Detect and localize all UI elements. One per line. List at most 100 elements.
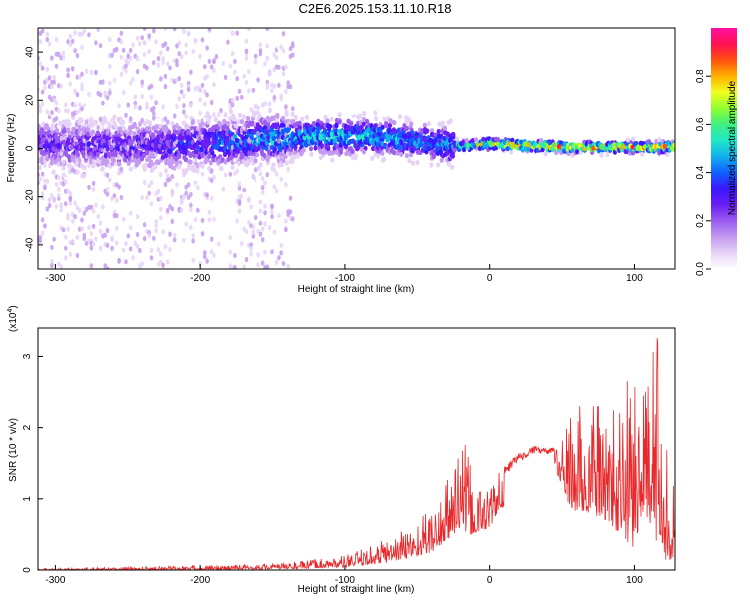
spectrogram-cell xyxy=(135,35,140,41)
spectrogram-cell xyxy=(233,58,237,65)
spectrogram-cell xyxy=(397,114,403,120)
spectrogram-cell xyxy=(68,200,73,206)
spectrogram-cell xyxy=(105,187,110,193)
spectrogram-cell xyxy=(247,220,251,226)
spectrogram-cell xyxy=(640,151,645,157)
spectrogram-cell xyxy=(110,245,114,251)
spectrogram-cell xyxy=(110,104,115,110)
spectrogram-cell xyxy=(175,182,179,188)
spectrogram-cell xyxy=(145,133,149,139)
spectrogram-cell xyxy=(281,31,286,37)
spectrogram-cell xyxy=(208,160,213,166)
spectrogram-cell xyxy=(163,244,168,250)
spectrogram-cell xyxy=(272,167,277,173)
spectrogram-cell xyxy=(265,55,270,62)
spectrogram-cell xyxy=(77,102,82,108)
colorbar: 0.0 0.2 0.4 0.6 0.8 Normalized spectral ampl… xyxy=(695,28,738,276)
spectrogram-cell xyxy=(284,104,288,110)
spectrogram-cell xyxy=(348,121,354,127)
spectrogram-cell xyxy=(230,51,235,57)
spectrogram-cell xyxy=(407,158,412,164)
spectrogram-cell xyxy=(165,119,170,125)
spectrogram-cell xyxy=(168,246,172,252)
spectrogram-cell xyxy=(275,112,280,118)
spectrogram-cell xyxy=(267,40,272,47)
spectrogram-cell xyxy=(131,76,135,82)
spectrogram-cell xyxy=(265,28,270,32)
spectrogram-cell xyxy=(117,161,122,167)
spectrogram-cell xyxy=(190,139,195,145)
spectrogram-cell xyxy=(630,144,635,150)
spectrogram-cell xyxy=(428,115,433,121)
spectrogram-cell xyxy=(198,110,202,116)
spectrogram-cell xyxy=(75,151,80,157)
spectrogram-cell xyxy=(108,80,112,86)
spectrogram-cell xyxy=(274,259,279,265)
spectrogram-cell xyxy=(153,163,158,169)
spectrogram-cell xyxy=(205,74,209,80)
spectrogram-cell xyxy=(54,100,59,106)
spectrogram-cell xyxy=(196,168,200,174)
spectrogram-cell xyxy=(301,147,306,153)
spectrogram-cell xyxy=(80,82,84,88)
spectrogram-cell xyxy=(209,64,214,70)
y-tick-label: 0 xyxy=(22,567,33,573)
spectrogram-cell xyxy=(657,137,662,143)
spectrogram-cell xyxy=(365,118,370,125)
spectrogram-cell xyxy=(270,88,274,94)
spectrogram-cell xyxy=(183,157,188,163)
spectrogram-cell xyxy=(451,132,456,138)
spectrogram-cell xyxy=(191,118,195,124)
spectrogram-cell xyxy=(255,176,260,182)
spectrogram-cell xyxy=(182,237,186,243)
spectrogram-cell xyxy=(111,157,117,163)
spectrogram-cell xyxy=(291,43,295,49)
spectrogram-cell xyxy=(380,150,385,156)
spectrogram-cell xyxy=(300,116,305,122)
spectrogram-cell xyxy=(108,37,112,43)
spectrogram-cell xyxy=(38,176,43,182)
spectrogram-cell xyxy=(246,104,251,110)
spectrogram-cell xyxy=(163,41,168,47)
spectrogram-cell xyxy=(291,52,295,58)
spectrogram-cell xyxy=(89,245,94,251)
spectrogram-cell xyxy=(249,251,253,257)
spectrogram-cell xyxy=(131,173,136,179)
spectrogram-cell xyxy=(66,226,70,232)
spectrogram-cell xyxy=(424,128,429,134)
spectrogram-cell xyxy=(87,91,91,97)
spectrogram-cell xyxy=(82,210,87,216)
spectrogram-cell xyxy=(242,114,247,120)
spectrogram-cell xyxy=(209,147,214,153)
spectrogram-cell xyxy=(152,105,156,111)
spectrogram-cell xyxy=(272,94,277,100)
spectrogram-cell xyxy=(159,138,164,144)
spectrogram-cell xyxy=(66,138,71,144)
spectrogram-cell xyxy=(272,229,277,235)
spectrogram-cell xyxy=(184,42,188,48)
spectrogram-cell xyxy=(159,171,163,178)
spectrogram-cell xyxy=(330,157,335,163)
spectrogram-cell xyxy=(415,159,420,166)
spectrogram-cell xyxy=(84,68,89,74)
spectrogram-cell xyxy=(234,137,239,143)
spectrogram-cell xyxy=(205,227,209,234)
colorbar-ticks: 0.0 0.2 0.4 0.6 0.8 xyxy=(695,69,711,276)
spectrogram-cell xyxy=(244,55,249,61)
spectrogram-cell xyxy=(67,121,72,127)
spectrogram-cell xyxy=(236,118,241,125)
spectrogram-cell xyxy=(277,82,281,88)
spectrogram-cell xyxy=(47,197,52,203)
spectrogram-cell xyxy=(195,143,200,149)
spectrogram-cell xyxy=(263,210,267,216)
spectrogram-cell xyxy=(370,155,375,161)
spectrogram-cell xyxy=(203,250,207,256)
spectrogram-cell xyxy=(373,123,378,129)
spectrogram-cell xyxy=(258,42,263,48)
spectrogram-cell xyxy=(251,229,256,235)
spectrogram-cell xyxy=(154,39,158,45)
spectrogram-cell xyxy=(40,155,45,161)
x-tick-label: 0 xyxy=(487,273,493,284)
spectrogram-cell xyxy=(251,72,256,79)
spectrogram-cell xyxy=(256,130,260,136)
